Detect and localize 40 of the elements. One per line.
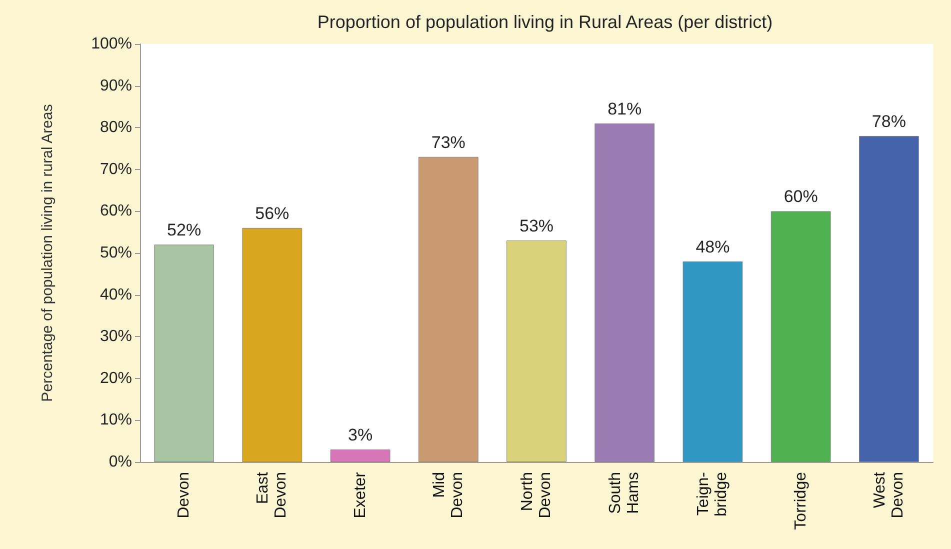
data-label: 81% (608, 99, 642, 118)
y-tick-label: 80% (100, 119, 132, 136)
bar (154, 244, 214, 462)
y-tick-label: 90% (100, 77, 132, 94)
bar (858, 136, 919, 462)
data-label: 48% (696, 237, 730, 256)
data-label: 52% (167, 220, 202, 240)
y-tick-label: 0% (108, 454, 132, 470)
data-label: 56% (255, 204, 290, 223)
y-tick-label: 30% (100, 328, 132, 346)
data-label: 73% (431, 132, 466, 152)
data-label: 60% (784, 187, 818, 206)
x-tick-label: Torridge (792, 472, 810, 530)
y-tick-label: 40% (100, 286, 132, 304)
data-label: 78% (872, 112, 906, 131)
bar (418, 156, 478, 462)
data-label: 53% (519, 216, 554, 236)
x-tick-label: North Devon (519, 472, 554, 518)
x-tick-label: West Devon (871, 471, 906, 518)
chart-title: Proportion of population living in Rural Areas (per district) (317, 12, 773, 32)
y-axis-title: Percentage of population living in rural Areas (39, 104, 56, 402)
y-tick-label: 100% (91, 36, 132, 52)
x-tick-label: Mid Devon (430, 472, 466, 518)
y-tick-label: 70% (100, 160, 132, 178)
x-tick-label: East Devon (254, 471, 290, 518)
y-tick-label: 20% (100, 370, 132, 387)
y-tick-label: 50% (100, 244, 132, 262)
y-tick-label: 10% (100, 412, 132, 429)
bar (770, 211, 831, 462)
bar (330, 449, 390, 462)
x-tick-label: Devon (176, 472, 193, 518)
bar (506, 240, 566, 462)
bar (682, 261, 743, 462)
data-label: 3% (348, 425, 373, 444)
bar (242, 228, 302, 462)
x-tick-label: South Hams (607, 472, 642, 514)
x-tick-label: Teign-bridge (695, 472, 730, 516)
y-tick-label: 60% (100, 202, 132, 220)
x-tick-label: Exeter (352, 471, 369, 518)
bar (594, 123, 655, 462)
